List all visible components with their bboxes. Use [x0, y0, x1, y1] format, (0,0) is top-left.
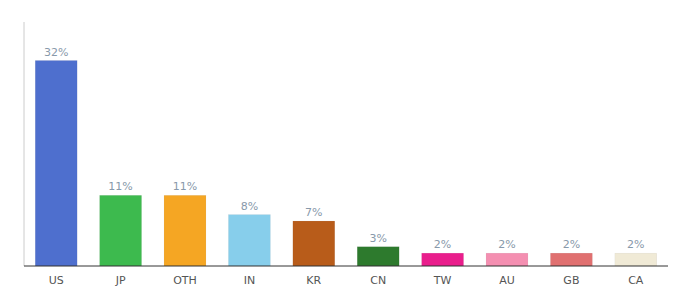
- bar: [486, 253, 528, 266]
- x-tick-label: OTH: [173, 274, 197, 287]
- page: {"chart_data": {"type": "bar", "categori…: [0, 0, 680, 300]
- x-tick-label: IN: [244, 274, 255, 287]
- data-label: 11%: [173, 180, 197, 193]
- background: [0, 0, 680, 300]
- x-axis-line: [24, 266, 668, 267]
- x-tick-label: KR: [306, 274, 321, 287]
- x-tick-label: JP: [115, 274, 126, 287]
- bars: [35, 61, 656, 266]
- x-tick-label: US: [49, 274, 64, 287]
- chart-container: 32% 11% 11% 8% 7% 3% 2% 2% 2% 2% US JP OTH IN KR CN TW AU…: [0, 0, 680, 300]
- bar: [293, 221, 335, 266]
- x-tick-label: CA: [628, 274, 644, 287]
- x-tick-label: CN: [370, 274, 386, 287]
- bar: [164, 195, 206, 266]
- data-label: 2%: [563, 238, 580, 251]
- x-tick-label: GB: [563, 274, 579, 287]
- data-label: 32%: [44, 46, 68, 59]
- bar: [35, 61, 77, 266]
- bar: [100, 195, 142, 266]
- x-tick-label: AU: [499, 274, 515, 287]
- data-label: 2%: [434, 238, 451, 251]
- data-label: 2%: [498, 238, 515, 251]
- data-label: 11%: [108, 180, 132, 193]
- bar: [357, 247, 399, 266]
- bar: [228, 215, 270, 266]
- data-label: 3%: [369, 232, 386, 245]
- bar-chart: 32% 11% 11% 8% 7% 3% 2% 2% 2% 2% US JP OTH IN KR CN TW AU…: [0, 0, 680, 300]
- data-label: 2%: [627, 238, 644, 251]
- y-axis-line: [24, 22, 25, 266]
- bar: [615, 253, 657, 266]
- bar: [422, 253, 464, 266]
- data-label: 7%: [305, 206, 322, 219]
- data-label: 8%: [241, 200, 258, 213]
- x-tick-label: TW: [433, 274, 452, 287]
- bar: [550, 253, 592, 266]
